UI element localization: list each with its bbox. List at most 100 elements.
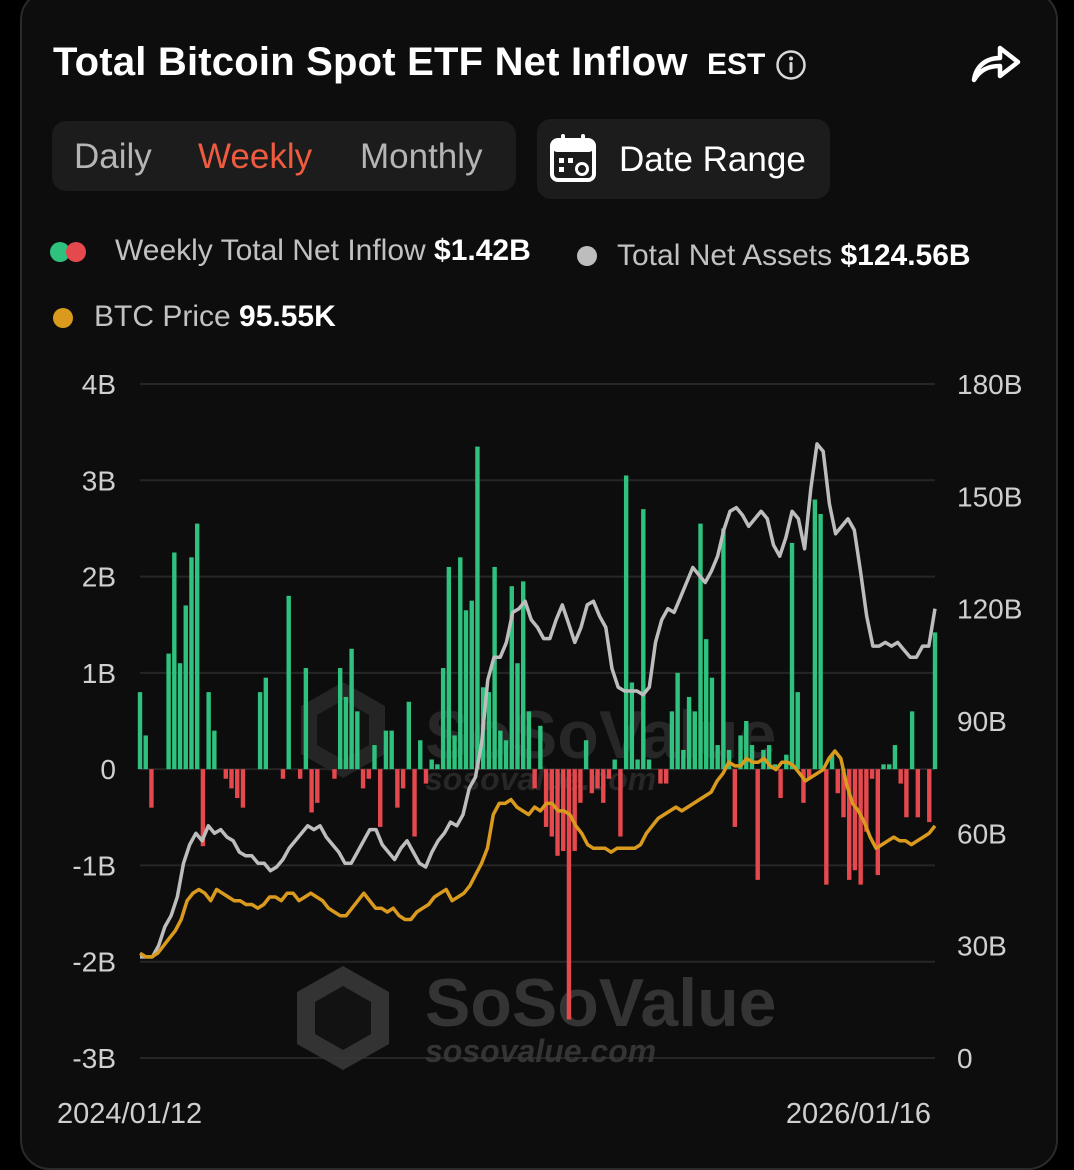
tab-monthly[interactable]: Monthly (360, 137, 483, 176)
inflow-bar-negative (595, 769, 600, 789)
left-tick-label: -3B (72, 1043, 116, 1074)
inflow-bar-negative (280, 769, 286, 779)
inflow-bar-positive (486, 692, 492, 770)
inflow-bar-negative (229, 769, 234, 789)
inflow-bar-positive (887, 764, 892, 770)
share-arrow-icon[interactable] (968, 40, 1024, 86)
inflow-bar-negative (915, 769, 921, 818)
right-tick-label: 180B (957, 369, 1022, 400)
inflow-bar-positive (498, 730, 503, 770)
legend-inflow-label: Weekly Total Net Inflow (115, 234, 426, 267)
x-tick-label: 2024/01/12 (57, 1098, 202, 1130)
inflow-bar-negative (927, 769, 932, 823)
inflow-bar-positive (521, 581, 526, 770)
calendar-icon (550, 134, 596, 182)
inflow-bar-positive (435, 764, 440, 770)
inflow-bar-negative (618, 769, 623, 837)
inflow-bar-positive (189, 557, 194, 770)
inflow-bar-positive (583, 740, 589, 770)
legend-price-label: BTC Price (94, 300, 231, 333)
right-tick-label: 0 (957, 1043, 973, 1074)
inflow-bar-negative (858, 769, 863, 885)
inflow-bar-negative (835, 769, 840, 794)
inflow-bar-positive (475, 446, 480, 770)
inflow-bar-negative (309, 769, 314, 813)
inflow-bar-positive (492, 566, 497, 770)
inflow-bar-positive (212, 730, 217, 770)
inflow-bar-positive (389, 730, 394, 770)
inflow-bar-positive (738, 735, 743, 770)
inflow-bar-positive (646, 759, 652, 770)
inflow-bar-positive (303, 668, 309, 770)
inflow-legend-icon (50, 242, 86, 262)
inflow-bar-positive (206, 692, 211, 770)
right-tick-label: 120B (957, 594, 1022, 625)
right-tick-label: 30B (957, 931, 1007, 962)
inflow-bar-positive (881, 764, 886, 770)
inflow-bar-positive (909, 711, 915, 770)
legend-inflow-value: $1.42B (434, 234, 531, 267)
inflow-bars (137, 446, 938, 1020)
inflow-bar-positive (635, 759, 640, 770)
inflow-bar-positive (343, 696, 349, 770)
inflow-bar-positive (458, 557, 463, 770)
legend-price-value: 95.55K (239, 300, 336, 333)
inflow-bar-positive (286, 595, 291, 770)
inflow-bar-positive (143, 735, 148, 770)
inflow-bar-positive (715, 745, 720, 770)
price-line (139, 749, 937, 959)
legend-price: BTC Price 95.55K (94, 300, 336, 334)
inflow-bar-positive (526, 711, 532, 770)
info-circle-icon[interactable] (775, 49, 807, 81)
left-tick-label: 3B (82, 465, 116, 496)
inflow-bar-positive (452, 735, 457, 770)
inflow-bar-positive (469, 600, 474, 770)
inflow-bar-negative (578, 769, 583, 803)
watermark-url: sosovalue.com (425, 1033, 656, 1069)
inflow-bar-positive (177, 663, 183, 770)
inflow-bar-positive (383, 730, 389, 770)
inflow-bar-positive (612, 759, 617, 770)
inflow-bar-negative (778, 769, 783, 799)
date-range-button[interactable]: Date Range (537, 119, 830, 199)
inflow-bar-positive (698, 523, 703, 770)
inflow-bar-negative (898, 769, 903, 784)
inflow-bar-negative (149, 769, 154, 808)
inflow-bar-positive (629, 682, 635, 770)
left-tick-label: -2B (72, 947, 116, 978)
inflow-bar-negative (801, 769, 806, 803)
inflow-bar-negative (606, 769, 612, 779)
inflow-bar-positive (812, 499, 818, 770)
right-tick-label: 90B (957, 706, 1007, 737)
inflow-bar-positive (892, 745, 898, 770)
inflow-bar-positive (446, 566, 452, 770)
legend-assets: Total Net Assets $124.56B (617, 239, 971, 273)
inflow-bar-positive (440, 668, 446, 770)
inflow-bar-negative (240, 769, 246, 808)
x-tick-label: 2026/01/16 (786, 1098, 931, 1130)
inflow-bar-negative (875, 769, 881, 876)
inflow-bar-positive (818, 513, 823, 770)
inflow-bar-negative (658, 769, 663, 784)
inflow-bar-negative (663, 769, 669, 784)
inflow-bar-negative (589, 769, 595, 794)
tab-weekly[interactable]: Weekly (198, 137, 313, 176)
inflow-bar-positive (669, 711, 675, 770)
inflow-bar-positive (372, 745, 377, 770)
inflow-bar-positive (515, 663, 520, 770)
inflow-bar-negative (847, 769, 852, 880)
legend-assets-value: $124.56B (840, 239, 971, 272)
inflow-bar-positive (418, 740, 423, 770)
inflow-bar-negative (904, 769, 909, 818)
inflow-bar-positive (503, 740, 509, 770)
inflow-bar-positive (355, 711, 360, 770)
tab-daily[interactable]: Daily (74, 137, 152, 176)
inflow-bar-positive (721, 528, 726, 770)
inflow-bar-positive (509, 586, 514, 770)
inflow-bar-negative (755, 769, 760, 880)
timezone-label[interactable]: EST (707, 48, 766, 81)
inflow-bar-positive (692, 711, 697, 770)
assets-legend-dot (577, 246, 597, 266)
inflow-bar-positive (772, 764, 778, 770)
